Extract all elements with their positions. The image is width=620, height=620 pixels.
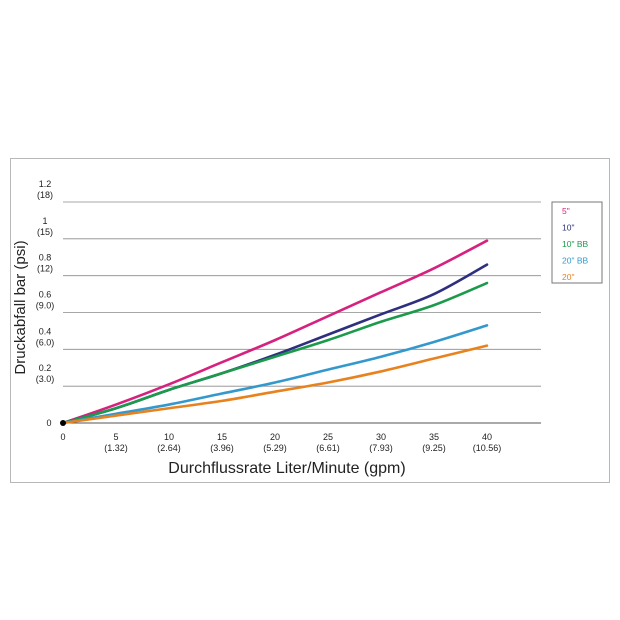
legend-entry: 20"	[562, 272, 574, 282]
y-axis-ticks: 0 0.2(3.0) 0.4(6.0) 0.6(9.0) 0.8(12) 1(15) 1.2…	[36, 179, 55, 428]
legend-entry: 10" BB	[562, 239, 589, 249]
y-tick-label: 1.2	[39, 179, 52, 189]
y-tick-label: 0.2	[39, 363, 52, 373]
chart-frame: 0 0.2 (3.0) 0.4 (6.0) 0.6 (9.0) 0.8 (12) 1 (15) 1.2…	[10, 158, 610, 483]
y-tick-sublabel: (18)	[37, 190, 53, 200]
series-lines	[61, 239, 489, 425]
y-axis-label: Druckabfall bar (psi)	[12, 240, 29, 374]
line-chart: 0 0.2(3.0) 0.4(6.0) 0.6(9.0) 0.8(12) 1(15) 1.2…	[12, 179, 603, 477]
series-line	[61, 324, 489, 425]
legend-box	[551, 201, 603, 284]
x-axis-ticks: 0 5(1.32) 10(2.64) 15(3.96) 20(5.29) 25(6.61)…	[60, 432, 501, 453]
x-tick-label: 10	[164, 432, 174, 442]
series-line	[61, 344, 489, 425]
y-tick-label: 1	[42, 216, 47, 226]
x-tick-sublabel: (7.93)	[369, 443, 393, 453]
x-tick-label: 0	[60, 432, 65, 442]
x-tick-sublabel: (9.25)	[422, 443, 446, 453]
gridlines	[63, 201, 541, 424]
x-tick-label: 20	[270, 432, 280, 442]
x-tick-label: 25	[323, 432, 333, 442]
origin-point	[60, 420, 66, 426]
x-tick-sublabel: (3.96)	[210, 443, 234, 453]
legend-entry: 20" BB	[562, 256, 589, 266]
y-tick-sublabel: (15)	[37, 227, 53, 237]
y-tick-sublabel: (12)	[37, 264, 53, 274]
legend-items: 5" 10" 10" BB 20" BB 20"	[562, 206, 589, 282]
x-tick-sublabel: (1.32)	[104, 443, 128, 453]
y-tick-sublabel: (9.0)	[36, 301, 55, 311]
x-tick-label: 40	[482, 432, 492, 442]
series-line	[61, 239, 489, 425]
y-tick-label: 0.6	[39, 290, 52, 300]
x-tick-sublabel: (2.64)	[157, 443, 181, 453]
x-tick-sublabel: (5.29)	[263, 443, 287, 453]
y-tick-sublabel: (3.0)	[36, 374, 55, 384]
y-tick-label: 0	[46, 418, 51, 428]
x-tick-label: 30	[376, 432, 386, 442]
x-tick-sublabel: (6.61)	[316, 443, 340, 453]
y-tick-label: 0.8	[39, 253, 52, 263]
x-axis-label: Durchflussrate Liter/Minute (gpm)	[168, 460, 405, 477]
y-tick-sublabel: (6.0)	[36, 337, 55, 347]
series-line	[61, 281, 489, 425]
x-tick-label: 15	[217, 432, 227, 442]
legend-entry: 5"	[562, 206, 570, 216]
y-tick-label: 0.4	[39, 326, 52, 336]
x-tick-label: 5	[113, 432, 118, 442]
legend: 5" 10" 10" BB 20" BB 20"	[551, 201, 603, 284]
x-tick-label: 35	[429, 432, 439, 442]
legend-entry: 10"	[562, 223, 574, 233]
x-tick-sublabel: (10.56)	[473, 443, 502, 453]
